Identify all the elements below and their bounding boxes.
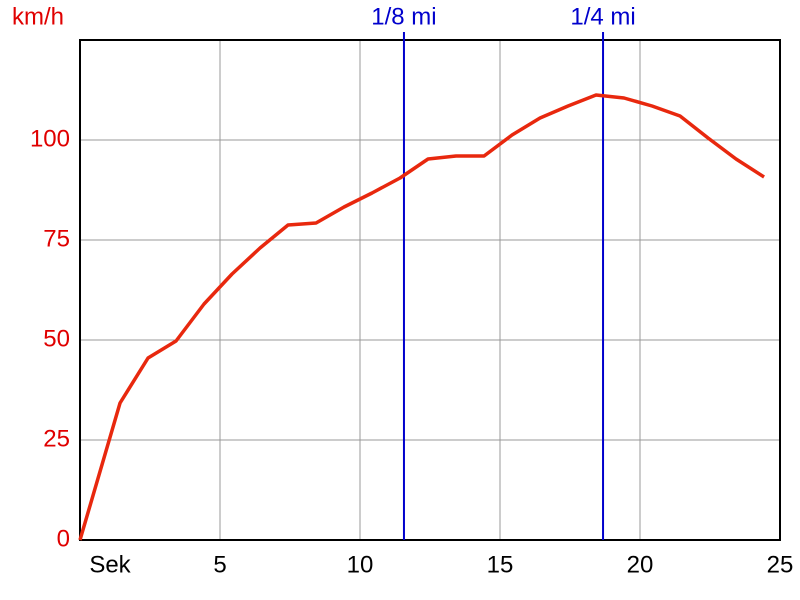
- y-tick-label: 25: [43, 425, 70, 452]
- marker-label: 1/4 mi: [570, 3, 635, 30]
- y-tick-label: 100: [30, 125, 70, 152]
- x-tick-label: 25: [767, 551, 794, 578]
- y-tick-label: 0: [57, 525, 70, 552]
- x-tick-label: 20: [627, 551, 654, 578]
- x-tick-label: Sek: [89, 551, 131, 578]
- speed-line: [78, 93, 765, 541]
- y-tick-label: 50: [43, 325, 70, 352]
- x-tick-label: 10: [347, 551, 374, 578]
- y-tick-label: 75: [43, 225, 70, 252]
- y-axis-label: km/h: [12, 3, 64, 30]
- x-tick-label: 5: [213, 551, 226, 578]
- marker-label: 1/8 mi: [371, 3, 436, 30]
- x-tick-label: 15: [487, 551, 514, 578]
- plot-frame: [79, 39, 781, 541]
